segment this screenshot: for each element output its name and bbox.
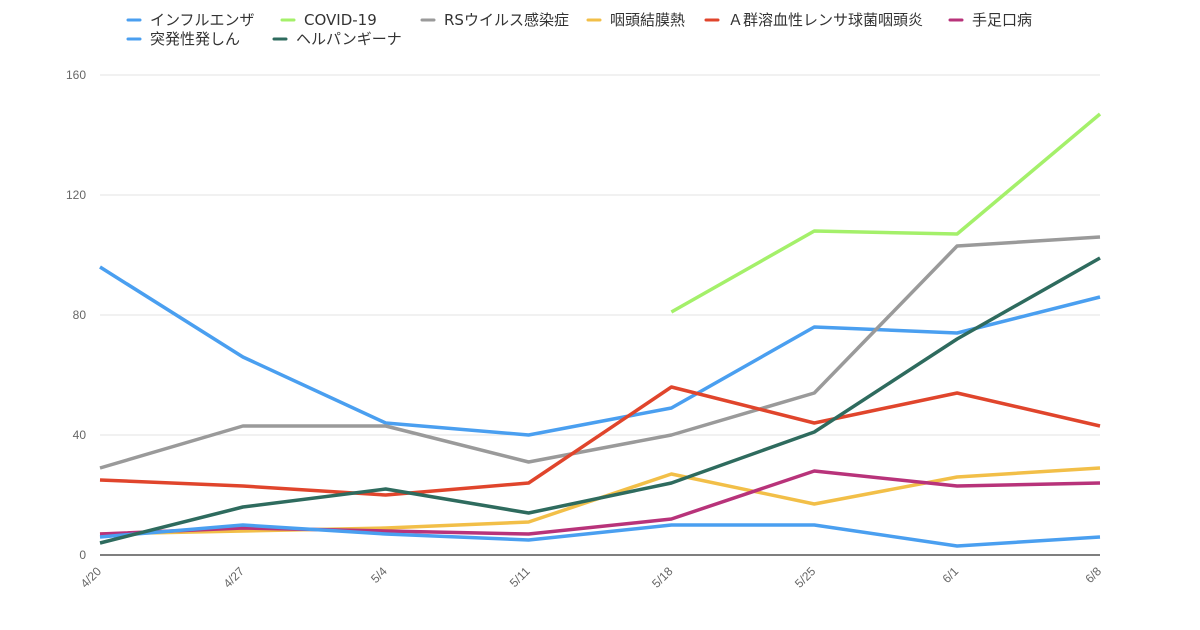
y-tick-label: 120 [66, 188, 86, 202]
legend-label: Ａ群溶血性レンサ球菌咽頭炎 [728, 11, 923, 29]
legend-label: インフルエンザ [150, 11, 255, 29]
legend-label: 突発性発しん [150, 30, 240, 48]
legend-label: 咽頭結膜熱 [610, 11, 685, 29]
y-tick-label: 160 [66, 68, 86, 82]
series-line-2 [99, 235, 1101, 470]
x-tick-label: 5/18 [649, 564, 676, 591]
series-line-5 [99, 469, 1101, 536]
legend: インフルエンザ COVID-19 RSウイルス感染症 咽頭結膜熱 Ａ群溶血性レンサ球菌咽… [126, 11, 1032, 48]
series-lines [99, 112, 1102, 548]
y-tick-label: 40 [73, 428, 87, 442]
series-line-7 [99, 256, 1101, 545]
legend-label: RSウイルス感染症 [444, 11, 569, 29]
legend-label: ヘルパンギーナ [296, 30, 402, 48]
series-line-0 [99, 265, 1101, 437]
x-tick-label: 6/1 [940, 564, 962, 586]
series-line-1 [670, 112, 1102, 314]
x-axis-ticks: 4/20 4/27 5/4 5/11 5/18 5/25 6/1 6/8 [78, 564, 1105, 591]
x-tick-label: 5/4 [368, 564, 390, 586]
y-axis-ticks: 0 40 80 120 160 [66, 68, 86, 562]
legend-label: COVID-19 [304, 11, 377, 29]
y-tick-label: 80 [73, 308, 87, 322]
series-line-6 [99, 523, 1101, 548]
x-tick-label: 5/11 [507, 564, 533, 590]
x-tick-label: 5/25 [792, 564, 819, 591]
series-line-4 [99, 385, 1101, 497]
x-tick-label: 4/20 [78, 564, 105, 591]
x-tick-label: 6/8 [1082, 564, 1104, 586]
y-tick-label: 0 [79, 548, 86, 562]
x-tick-label: 4/27 [221, 564, 248, 591]
gridlines [100, 74, 1100, 556]
legend-label: 手足口病 [972, 11, 1032, 29]
